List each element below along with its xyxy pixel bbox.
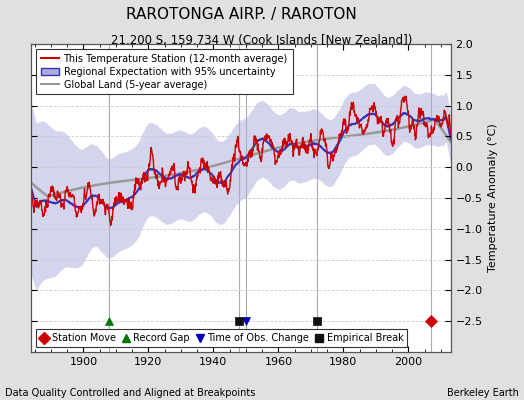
Text: 21.200 S, 159.734 W (Cook Islands [New Zealand]): 21.200 S, 159.734 W (Cook Islands [New Z… <box>111 34 413 47</box>
Text: Data Quality Controlled and Aligned at Breakpoints: Data Quality Controlled and Aligned at B… <box>5 388 256 398</box>
Text: Berkeley Earth: Berkeley Earth <box>447 388 519 398</box>
Title: RAROTONGA AIRP. / RAROTON: RAROTONGA AIRP. / RAROTON <box>126 7 356 22</box>
Y-axis label: Temperature Anomaly (°C): Temperature Anomaly (°C) <box>488 124 498 272</box>
Legend: Station Move, Record Gap, Time of Obs. Change, Empirical Break: Station Move, Record Gap, Time of Obs. C… <box>36 329 408 347</box>
